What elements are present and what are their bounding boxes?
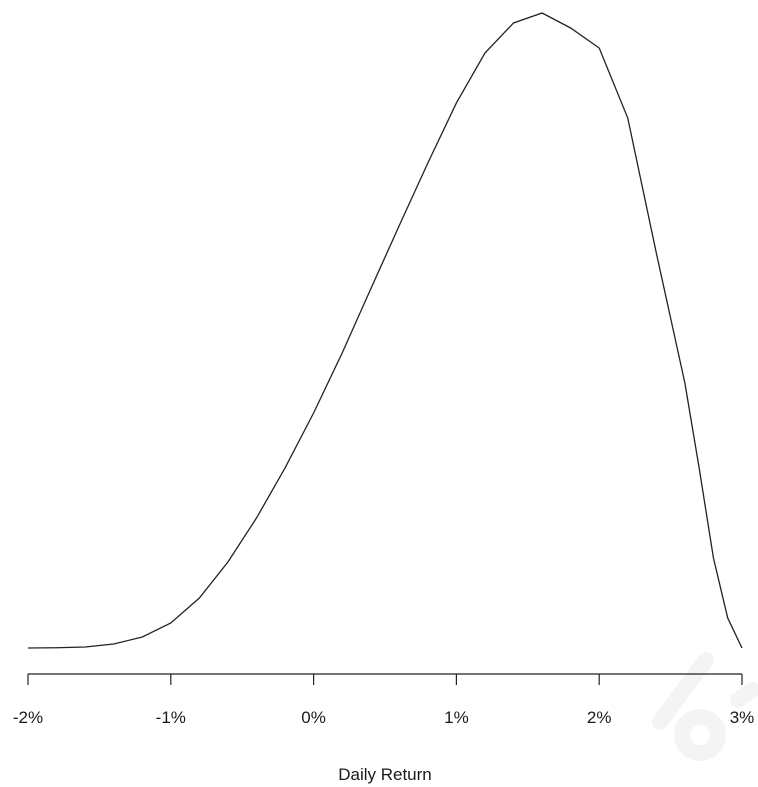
density-line [27,12,743,649]
x-tick-label: 1% [444,708,469,727]
watermark [652,652,758,761]
x-tick-label: -2% [13,708,43,727]
x-tick-label: 3% [730,708,755,727]
x-axis-title: Daily Return [338,765,432,784]
x-tick-label: 0% [301,708,326,727]
x-axis-ticks: -2% -1% 0% 1% 2% 3% [13,674,754,727]
x-tick-label: 2% [587,708,612,727]
x-tick-label: -1% [156,708,186,727]
